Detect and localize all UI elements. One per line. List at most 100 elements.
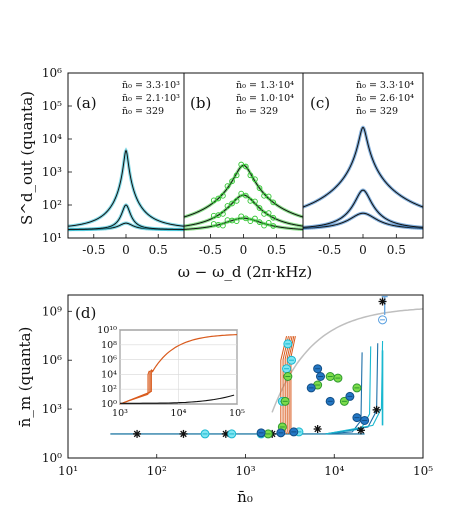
panel-c-legend-1: n̄₀ = 3.3·10⁴	[356, 80, 414, 91]
data-point	[256, 219, 263, 225]
data-point	[265, 210, 272, 216]
panel-b-legend-3: n̄₀ = 329	[236, 106, 278, 117]
star-ray	[133, 430, 141, 438]
top-y-tick-label: 10¹	[42, 231, 62, 245]
top-x-tick-label: 0	[240, 243, 248, 257]
fit-line	[303, 212, 423, 229]
top-y-tick-label: 10²	[42, 198, 62, 212]
data-point	[270, 223, 277, 229]
data-point	[252, 215, 258, 222]
star-ray	[379, 298, 386, 305]
data-point	[220, 222, 226, 229]
inset-y-tick-label: 10²	[101, 384, 117, 395]
data-point	[265, 193, 272, 200]
inset-y-tick-label: 10⁸	[101, 340, 117, 351]
data-point	[242, 163, 249, 170]
top-x-tick-label: 0.5	[387, 243, 406, 257]
star-ray	[373, 406, 380, 414]
data-point	[233, 172, 240, 179]
panel-curves	[303, 125, 423, 230]
panel-b-legend-2: n̄₀ = 1.0·10⁴	[236, 93, 294, 104]
top-x-axis-label: ω − ω_d (2π·kHz)	[178, 263, 312, 281]
inset-orange-curve	[151, 334, 238, 373]
data-band	[184, 163, 303, 219]
data-point	[224, 203, 231, 209]
panel-a-legend-2: n̄₀ = 2.1·10³	[122, 93, 180, 104]
data-point	[229, 200, 235, 207]
inset-orange-branch	[119, 369, 153, 405]
bottom-x-tick-label: 10¹	[58, 464, 78, 478]
top-x-tick-label: 0.5	[149, 243, 168, 257]
inset-y-tick-label: 10⁰	[101, 399, 117, 410]
bottom-y-tick-label: 10³	[42, 402, 62, 416]
data-point	[210, 197, 217, 204]
panel-b-label: (b)	[190, 94, 211, 112]
panel-c-label: (c)	[310, 94, 330, 112]
data-band	[68, 147, 184, 228]
fit-line	[68, 149, 184, 227]
star-ray	[180, 430, 187, 438]
star-ray	[314, 425, 321, 433]
data-point	[220, 211, 226, 217]
inset-plot: 10³ 10⁴ 10⁵ 10⁰ 10² 10⁴ 10⁶ 10⁸ 10¹⁰	[97, 325, 245, 419]
fit-line	[303, 189, 423, 228]
top-y-tick-label: 10³	[42, 165, 62, 179]
top-x-tick-label: 0	[359, 243, 367, 257]
star-point	[356, 426, 365, 435]
data-point	[229, 178, 235, 185]
data-point	[256, 185, 263, 191]
inset-y-tick-label: 10¹⁰	[97, 325, 117, 336]
panel-curves	[68, 147, 184, 232]
theory-curve-gray	[271, 308, 423, 413]
data-band	[303, 125, 423, 209]
spectra-panels: 10¹ 10² 10³ 10⁴ 10⁵ 10⁶ -0.5 0 0.5 -0.5 0 0.5 -0.5 0…	[18, 66, 424, 281]
panel-a-legend-1: n̄₀ = 3.3·10³	[122, 80, 180, 91]
data-point	[247, 218, 254, 225]
data-band	[68, 203, 184, 232]
bottom-x-tick-label: 10⁵	[413, 464, 433, 478]
data-point	[261, 222, 267, 229]
star-point	[378, 297, 387, 306]
inset-y-tick-label: 10⁶	[101, 355, 117, 366]
data-point	[238, 213, 245, 220]
data-point	[256, 205, 263, 211]
panel-a-legend-3: n̄₀ = 329	[122, 106, 164, 117]
data-point	[242, 192, 249, 199]
data-point	[270, 214, 277, 221]
fit-line	[68, 204, 184, 230]
data-point	[238, 190, 245, 197]
bottom-y-tick-label: 10⁶	[42, 353, 62, 367]
data-point	[220, 192, 226, 199]
panel-d-tick-labels: 10¹ 10² 10³ 10⁴ 10⁵ 10⁰ 10³ 10⁶ 10⁹	[42, 304, 433, 478]
panel-c-legend-2: n̄₀ = 2.6·10⁴	[356, 93, 414, 104]
inset-x-tick-label: 10⁴	[171, 408, 187, 419]
panel-c-legend-3: n̄₀ = 329	[356, 106, 398, 117]
bottom-x-axis-label: n̄₀	[237, 488, 253, 506]
bottom-x-tick-label: 10³	[235, 464, 255, 478]
bottom-y-tick-label: 10⁹	[42, 304, 62, 318]
star-point	[133, 429, 142, 438]
inset-y-tick-label: 10⁴	[101, 369, 117, 380]
data-point	[270, 199, 277, 206]
data-point	[238, 161, 245, 168]
data-point	[252, 198, 258, 205]
orange-branch	[287, 336, 295, 435]
bottom-x-tick-label: 10²	[147, 464, 167, 478]
bottom-y-axis-label: n̄_m (quanta)	[16, 327, 34, 428]
fit-line	[303, 126, 423, 208]
data-point	[215, 195, 222, 202]
data-point	[265, 220, 272, 226]
top-y-tick-label: 10⁵	[42, 99, 62, 113]
top-x-tick-labels: -0.5 0 0.5 -0.5 0 0.5 -0.5 0 0.5	[82, 234, 406, 257]
top-x-tick-label: -0.5	[82, 243, 105, 257]
top-y-tick-label: 10⁶	[42, 66, 62, 80]
spectra-curves	[68, 125, 423, 232]
top-x-tick-label: -0.5	[318, 243, 341, 257]
star-ray	[357, 427, 365, 434]
data-point	[242, 215, 249, 222]
panel-b-legend-1: n̄₀ = 1.3·10⁴	[236, 80, 294, 91]
star-point	[313, 425, 322, 434]
panel-a-label: (a)	[76, 94, 97, 112]
bottom-x-tick-label: 10⁴	[324, 464, 344, 478]
